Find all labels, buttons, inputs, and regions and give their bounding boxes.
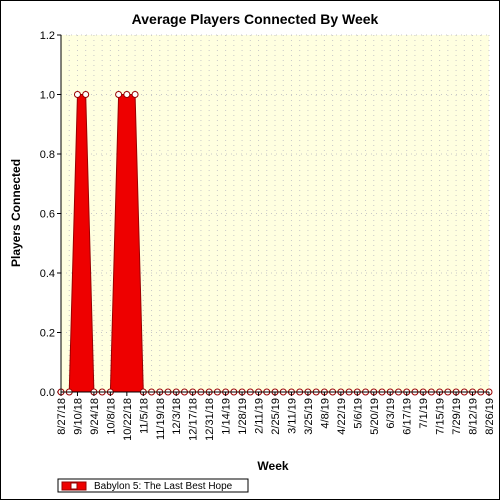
x-tick-label: 7/15/19 [435,398,447,435]
y-tick-label: 1.0 [40,90,55,102]
legend-label: Babylon 5: The Last Best Hope [94,481,233,492]
x-tick-label: 2/11/19 [254,398,266,434]
chart-title: Average Players Connected By Week [132,11,379,27]
x-tick-label: 3/25/19 [303,398,315,435]
x-tick-label: 12/31/18 [204,398,216,441]
y-tick-label: 0.4 [40,268,55,280]
x-tick-label: 5/20/19 [369,398,381,435]
y-tick-label: 0.8 [40,149,55,161]
x-tick-label: 4/8/19 [319,398,331,429]
x-tick-label: 2/25/19 [270,398,282,435]
x-tick-label: 12/17/18 [188,398,200,441]
x-tick-label: 11/19/18 [155,398,167,440]
x-tick-label: 11/5/18 [138,398,150,434]
y-tick-label: 0.0 [40,387,55,399]
y-axis-label: Players Connected [9,159,23,267]
x-tick-label: 3/11/19 [286,398,298,434]
data-point [131,91,139,98]
x-tick-label: 10/22/18 [122,398,134,441]
data-point [73,91,81,98]
x-tick-label: 6/3/19 [385,398,397,429]
x-tick-label: 8/12/19 [468,398,480,435]
y-tick-label: 0.6 [40,209,55,221]
x-tick-label: 4/22/19 [336,398,348,435]
x-tick-label: 7/1/19 [418,398,430,429]
y-tick-label: 0.2 [40,328,55,340]
x-tick-label: 7/29/19 [451,398,463,435]
legend-marker [70,482,78,490]
x-tick-label: 12/3/18 [171,398,183,435]
x-tick-label: 8/27/18 [56,398,68,435]
x-tick-label: 8/26/19 [484,398,496,435]
plot-area: 0.0 0.2 0.4 0.6 0.8 1.0 1.2 8/27/18 9/10/18 9/24/… [40,30,496,441]
x-tick-label: 9/24/18 [89,398,101,435]
data-point [123,91,131,98]
x-tick-label: 1/28/19 [237,398,249,435]
y-tick-label: 1.2 [40,30,55,42]
legend: Babylon 5: The Last Best Hope [57,478,249,493]
x-tick-label: 10/8/18 [105,398,117,435]
legend-box [57,478,249,493]
x-axis-label: Week [257,459,288,473]
x-tick-label: 1/14/19 [221,398,233,435]
x-tick-label: 5/6/19 [352,398,364,429]
x-tick-label: 6/17/19 [402,398,414,435]
x-tick-label: 9/10/18 [72,398,84,435]
data-point [115,91,123,98]
data-point [82,91,90,98]
